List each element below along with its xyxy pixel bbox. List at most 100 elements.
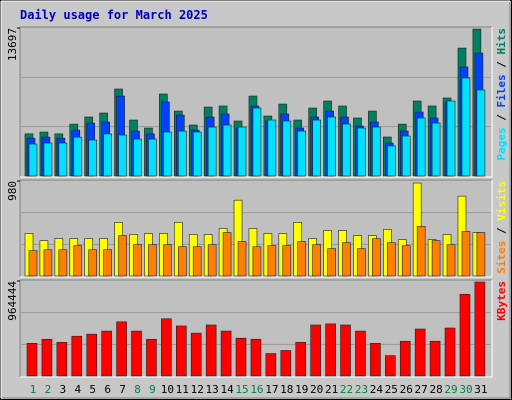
- bar: [252, 107, 262, 177]
- bar: [58, 142, 68, 177]
- bar: [431, 240, 441, 277]
- bar: [265, 353, 277, 377]
- bar: [325, 323, 336, 377]
- bar: [267, 245, 277, 277]
- bar: [340, 324, 351, 377]
- legend-entry: KBytes: [495, 281, 508, 321]
- bar: [222, 232, 232, 277]
- bar: [148, 244, 157, 277]
- bar: [28, 250, 38, 277]
- bar: [444, 327, 456, 377]
- y-tick-label: 980: [6, 181, 19, 201]
- bar: [401, 245, 411, 277]
- bar: [178, 246, 187, 277]
- bar: [192, 131, 202, 177]
- bar: [312, 119, 321, 177]
- x-tick-label: 19: [295, 383, 308, 396]
- bar: [222, 124, 232, 177]
- bar: [327, 248, 336, 277]
- bar: [312, 244, 321, 277]
- x-tick-label: 4: [74, 383, 81, 396]
- bar: [88, 249, 98, 277]
- x-tick-label: 10: [161, 383, 174, 396]
- bar: [267, 119, 277, 177]
- bar: [416, 117, 426, 177]
- bar: [459, 293, 471, 377]
- bar: [252, 246, 262, 277]
- bar: [342, 123, 351, 177]
- bar: [86, 333, 98, 377]
- x-tick-label: 26: [400, 383, 413, 396]
- x-tick-label: 21: [325, 383, 338, 396]
- x-tick-label: 16: [250, 383, 263, 396]
- bar: [192, 246, 202, 277]
- bar: [205, 324, 217, 377]
- legend-separator: /: [495, 221, 508, 241]
- bar: [370, 342, 381, 377]
- x-tick-label: 25: [385, 383, 398, 396]
- bar: [101, 330, 112, 377]
- x-tick-label: 14: [220, 383, 234, 396]
- legend-entry: Pages: [495, 127, 508, 160]
- bar: [446, 244, 456, 277]
- bar: [282, 245, 292, 277]
- bar: [476, 89, 486, 177]
- bar: [297, 130, 307, 177]
- bar: [43, 142, 53, 177]
- bar: [342, 242, 351, 277]
- legend-entry: Files: [495, 74, 508, 107]
- x-tick-label: 17: [265, 383, 278, 396]
- x-tick-label: 27: [415, 383, 428, 396]
- x-tick-label: 30: [459, 383, 472, 396]
- bar: [56, 342, 68, 377]
- x-tick-label: 9: [149, 383, 156, 396]
- bar: [357, 248, 366, 277]
- chart-title: Daily usage for March 2025: [20, 8, 208, 22]
- x-tick-label: 23: [355, 383, 368, 396]
- x-tick-label: 8: [134, 383, 141, 396]
- bar: [207, 244, 217, 277]
- bar: [71, 335, 83, 377]
- bar: [116, 321, 127, 377]
- bar: [131, 330, 142, 377]
- bar: [26, 342, 38, 377]
- bar: [414, 328, 426, 377]
- bar: [220, 330, 232, 377]
- bar: [176, 325, 187, 377]
- bar: [372, 238, 381, 277]
- bar: [161, 318, 172, 377]
- bar: [28, 143, 38, 177]
- bar: [431, 122, 441, 177]
- bar: [280, 350, 292, 377]
- bar: [357, 127, 366, 177]
- legend: Sites / Visits: [495, 181, 508, 274]
- bar: [401, 135, 411, 177]
- x-tick-label: 28: [429, 383, 442, 396]
- x-tick-label: 13: [206, 383, 219, 396]
- legend-entry: Visits: [495, 181, 508, 221]
- x-tick-label: 22: [340, 383, 353, 396]
- bar: [237, 126, 247, 177]
- bar: [387, 145, 396, 177]
- bar: [190, 332, 202, 377]
- bar: [118, 134, 127, 177]
- bar: [474, 281, 486, 377]
- x-tick-label: 15: [235, 383, 248, 396]
- bar: [235, 337, 247, 377]
- x-tick-label: 5: [89, 383, 96, 396]
- x-tick-label: 24: [370, 383, 384, 396]
- bar: [133, 138, 142, 177]
- bar: [43, 249, 53, 277]
- bar: [41, 338, 53, 377]
- legend-separator: /: [495, 108, 508, 128]
- bar: [207, 126, 217, 177]
- legend: Pages / Files / Hits: [495, 28, 508, 161]
- x-tick-label: 18: [280, 383, 293, 396]
- x-tick-label: 7: [119, 383, 126, 396]
- x-tick-label: 6: [104, 383, 111, 396]
- bar: [163, 131, 172, 177]
- bar: [118, 235, 127, 277]
- bar: [327, 116, 336, 177]
- bar: [88, 139, 98, 177]
